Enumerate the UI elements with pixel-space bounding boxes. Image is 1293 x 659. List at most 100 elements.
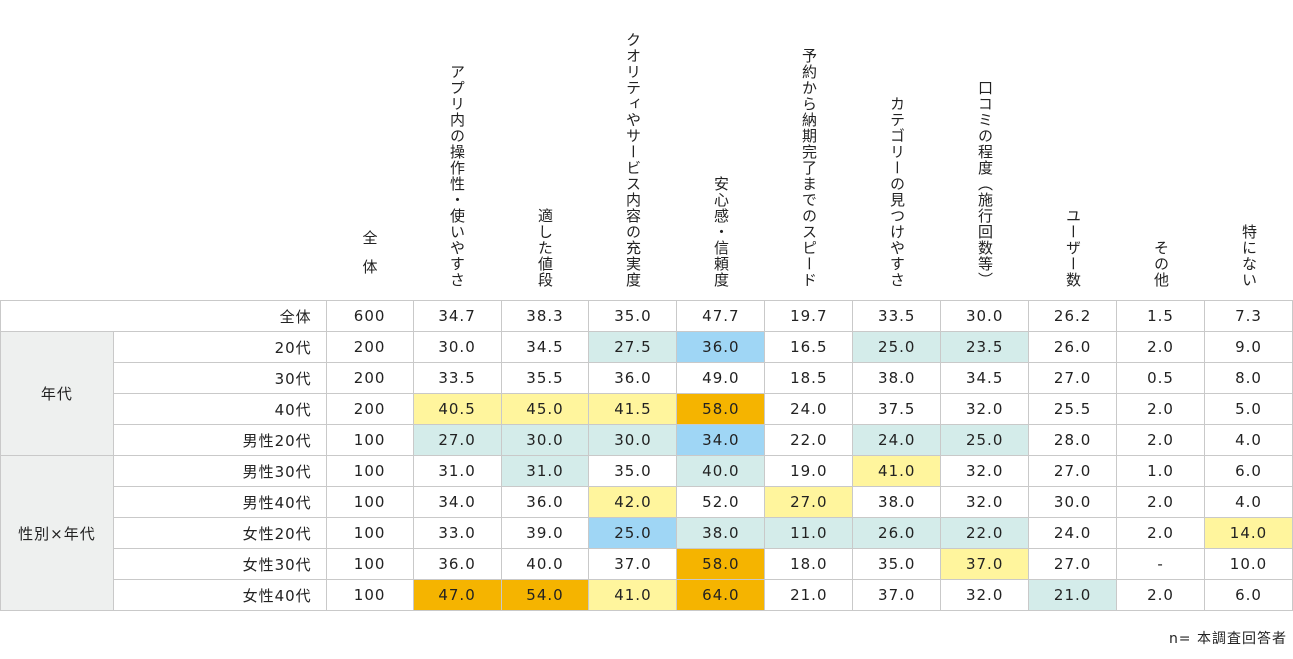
- data-table: 全体 600 34.7 38.3 35.0 47.7 19.7 33.5 30.…: [0, 300, 1293, 611]
- header-col-trust: 安心感・信頼度: [712, 176, 730, 288]
- cell: 35.0: [588, 455, 678, 487]
- header-col-reviews: 口コミの程度（施行回数等）: [976, 80, 994, 288]
- cell: 27.0: [1028, 455, 1118, 487]
- cell: 27.0: [764, 486, 854, 518]
- cell: 30.0: [500, 424, 590, 456]
- cell: 10.0: [1204, 548, 1293, 580]
- cell: 2.0: [1116, 331, 1205, 363]
- cell: 27.0: [1028, 362, 1118, 394]
- footnote: n= 本調査回答者: [1168, 631, 1287, 647]
- cell: 9.0: [1204, 331, 1293, 363]
- cell: 1.5: [1116, 300, 1205, 332]
- cell-n: 600: [325, 300, 414, 332]
- cell: 33.0: [412, 517, 502, 549]
- cell: 54.0: [500, 579, 590, 611]
- cell-n: 100: [325, 424, 414, 456]
- cell-n: 200: [325, 393, 414, 425]
- row-label: 男性40代: [112, 486, 327, 518]
- header-col-other: その他: [1152, 240, 1170, 288]
- cell: 52.0: [676, 486, 766, 518]
- cell: 40.0: [676, 455, 766, 487]
- cell: 2.0: [1116, 424, 1205, 456]
- cell: 34.0: [412, 486, 502, 518]
- cell: 24.0: [764, 393, 854, 425]
- row-label: 男性30代: [112, 455, 327, 487]
- cell: 42.0: [588, 486, 678, 518]
- cell: 37.0: [852, 579, 942, 611]
- row-label: 女性40代: [112, 579, 327, 611]
- table-row: 40代 200 40.5 45.0 41.5 58.0 24.0 37.5 32…: [1, 393, 1293, 425]
- cell: 16.5: [764, 331, 854, 363]
- header-total: 全体: [326, 0, 413, 298]
- cell: 14.0: [1204, 517, 1293, 549]
- cell-n: 100: [325, 486, 414, 518]
- cell: 32.0: [940, 455, 1030, 487]
- header-col-none: 特にない: [1240, 224, 1258, 288]
- group-label-age: 年代: [0, 331, 114, 456]
- cell: 26.0: [852, 517, 942, 549]
- cell-n: 100: [325, 455, 414, 487]
- cell: 58.0: [676, 548, 766, 580]
- cell: 4.0: [1204, 424, 1293, 456]
- header-col-price: 適した値段: [536, 208, 554, 288]
- row-label: 全体: [0, 300, 327, 332]
- group-label-gender-age: 性別×年代: [0, 455, 114, 611]
- cell: 38.0: [852, 362, 942, 394]
- table-row: 男性40代 100 34.0 36.0 42.0 52.0 27.0 38.0 …: [1, 486, 1293, 518]
- cell: 34.0: [676, 424, 766, 456]
- cell: 64.0: [676, 579, 766, 611]
- cell-n: 200: [325, 331, 414, 363]
- cell: 39.0: [500, 517, 590, 549]
- row-label: 30代: [112, 362, 327, 394]
- cell: 38.0: [676, 517, 766, 549]
- cell: 58.0: [676, 393, 766, 425]
- cell: 41.5: [588, 393, 678, 425]
- cell: 27.0: [412, 424, 502, 456]
- header-total-label: 全体: [360, 230, 379, 288]
- cell: 34.5: [500, 331, 590, 363]
- cell: 28.0: [1028, 424, 1118, 456]
- cell: 30.0: [940, 300, 1030, 332]
- cell: 18.0: [764, 548, 854, 580]
- table-row: 男性20代 100 27.0 30.0 30.0 34.0 22.0 24.0 …: [1, 424, 1293, 456]
- cell: 0.5: [1116, 362, 1205, 394]
- cell: 18.5: [764, 362, 854, 394]
- cell: 31.0: [500, 455, 590, 487]
- cell: 25.5: [1028, 393, 1118, 425]
- cell: 21.0: [1028, 579, 1118, 611]
- cell: 25.0: [852, 331, 942, 363]
- table-row: 女性30代 100 36.0 40.0 37.0 58.0 18.0 35.0 …: [1, 548, 1293, 580]
- cell: 49.0: [676, 362, 766, 394]
- row-label: 男性20代: [112, 424, 327, 456]
- cell: 32.0: [940, 393, 1030, 425]
- cell: 36.0: [676, 331, 766, 363]
- cell: 30.0: [412, 331, 502, 363]
- header-col-users: ユーザー数: [1064, 208, 1082, 288]
- cell: 7.3: [1204, 300, 1293, 332]
- cell: 5.0: [1204, 393, 1293, 425]
- cell: 19.0: [764, 455, 854, 487]
- cell: 38.0: [852, 486, 942, 518]
- cell: 40.0: [500, 548, 590, 580]
- cell: 2.0: [1116, 393, 1205, 425]
- cell: 31.0: [412, 455, 502, 487]
- table-row: 女性40代 100 47.0 54.0 41.0 64.0 21.0 37.0 …: [1, 579, 1293, 611]
- cell: 33.5: [412, 362, 502, 394]
- cell: 22.0: [940, 517, 1030, 549]
- cell: 36.0: [412, 548, 502, 580]
- row-label: 女性20代: [112, 517, 327, 549]
- cell: 36.0: [500, 486, 590, 518]
- cell: 27.0: [1028, 548, 1118, 580]
- cell: 35.0: [588, 300, 678, 332]
- cell: 36.0: [588, 362, 678, 394]
- row-label: 40代: [112, 393, 327, 425]
- header-col-quality: クオリティやサービス内容の充実度: [624, 32, 642, 288]
- cell: 30.0: [588, 424, 678, 456]
- table-row: 性別×年代 男性30代 100 31.0 31.0 35.0 40.0 19.0…: [0, 455, 1293, 611]
- cell: 2.0: [1116, 517, 1205, 549]
- cell: 4.0: [1204, 486, 1293, 518]
- cell: 24.0: [1028, 517, 1118, 549]
- cell: 35.0: [852, 548, 942, 580]
- cell: -: [1116, 548, 1205, 580]
- table-row: 30代 200 33.5 35.5 36.0 49.0 18.5 38.0 34…: [1, 362, 1293, 394]
